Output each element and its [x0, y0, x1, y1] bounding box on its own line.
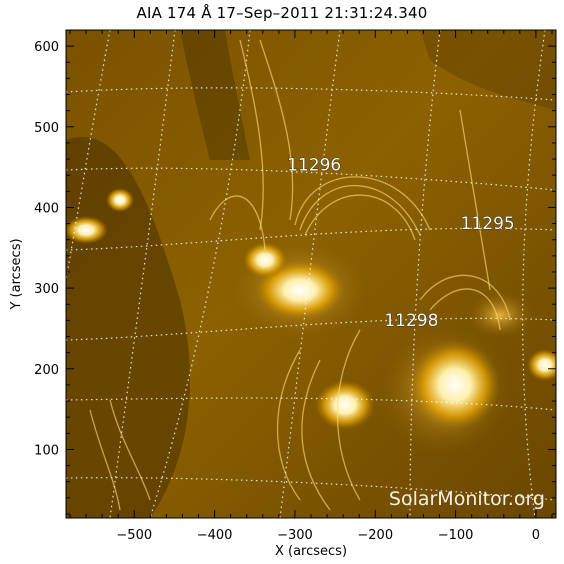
y-tick-label: 500 — [34, 121, 59, 136]
y-axis: 100 200 300 400 500 600 — [34, 29, 556, 515]
x-tick-label: −500 — [116, 528, 152, 543]
x-tick-label: 0 — [532, 528, 540, 543]
y-axis-title: Y (arcsecs) — [9, 238, 24, 310]
x-axis: −500 −400 −300 −200 −100 0 — [69, 30, 553, 543]
active-region-label: 11296 — [287, 155, 341, 175]
x-tick-label: −100 — [438, 528, 474, 543]
y-tick-label: 200 — [34, 363, 59, 378]
x-axis-title: X (arcsecs) — [275, 544, 347, 559]
active-region-label: 11295 — [461, 214, 515, 234]
x-tick-label: −400 — [197, 528, 233, 543]
y-tick-label: 600 — [34, 40, 59, 55]
watermark-text: SolarMonitor.org — [389, 488, 545, 510]
active-region-label: 11298 — [384, 311, 438, 331]
active-region-labels: 11296 11295 11298 — [287, 155, 515, 331]
x-tick-label: −300 — [277, 528, 313, 543]
x-tick-label: −200 — [357, 528, 393, 543]
y-tick-label: 400 — [34, 201, 59, 216]
y-tick-label: 100 — [34, 443, 59, 458]
solar-image: 11296 11295 11298 SolarMonitor.org — [66, 30, 556, 518]
image-title: AIA 174 Å 17–Sep–2011 21:31:24.340 — [136, 4, 428, 22]
y-tick-label: 300 — [34, 282, 59, 297]
heliographic-grid — [66, 30, 556, 518]
